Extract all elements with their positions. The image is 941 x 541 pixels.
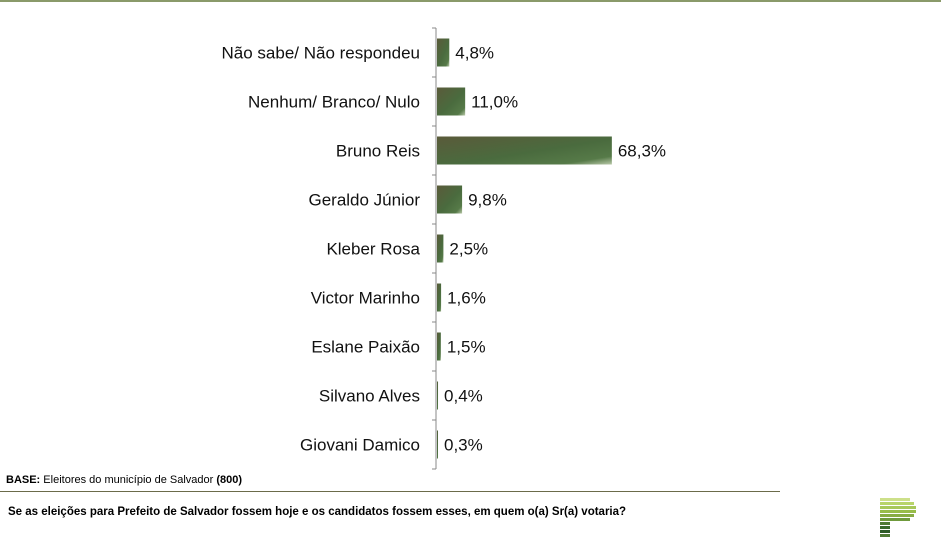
bar-3 (437, 185, 463, 214)
value-label: 9,8% (468, 191, 507, 210)
category-label: Nenhum/ Branco/ Nulo (248, 93, 420, 112)
value-label: 0,4% (444, 387, 483, 406)
bar-2 (437, 136, 612, 165)
category-label: Eslane Paixão (311, 338, 420, 357)
category-label: Giovani Damico (300, 436, 420, 455)
value-label: 0,3% (444, 436, 483, 455)
base-text: Eleitores do município de Salvador (43, 474, 214, 486)
value-label: 1,5% (447, 338, 486, 357)
bar-6 (437, 332, 441, 361)
bar-0 (437, 38, 450, 67)
top-rule (0, 0, 941, 2)
category-label: Não sabe/ Não respondeu (222, 44, 420, 63)
value-label: 1,6% (447, 289, 486, 308)
bar-4 (437, 234, 444, 263)
category-label: Geraldo Júnior (308, 191, 420, 210)
bar-5 (437, 283, 442, 312)
value-label: 2,5% (449, 240, 488, 259)
category-label: Silvano Alves (319, 387, 420, 406)
survey-question: Se as eleições para Prefeito de Salvador… (8, 506, 627, 518)
value-label: 4,8% (455, 44, 494, 63)
value-label: 11,0% (471, 93, 518, 112)
base-note: BASE: Eleitores do município de Salvador… (6, 474, 242, 486)
bar-1 (437, 87, 466, 116)
base-count: (800) (216, 474, 243, 486)
base-label: BASE: (6, 474, 41, 486)
bar-8 (437, 430, 438, 459)
bar-chart: Não sabe/ Não respondeu 4,8% Nenhum/ Branc… (222, 27, 666, 470)
brand-logo-icon (880, 498, 916, 537)
footer-rule (0, 491, 780, 492)
bar-7 (437, 381, 439, 410)
category-label: Kleber Rosa (326, 240, 420, 259)
category-label: Bruno Reis (336, 142, 420, 161)
category-label: Victor Marinho (311, 289, 420, 308)
value-label: 68,3% (618, 142, 666, 161)
